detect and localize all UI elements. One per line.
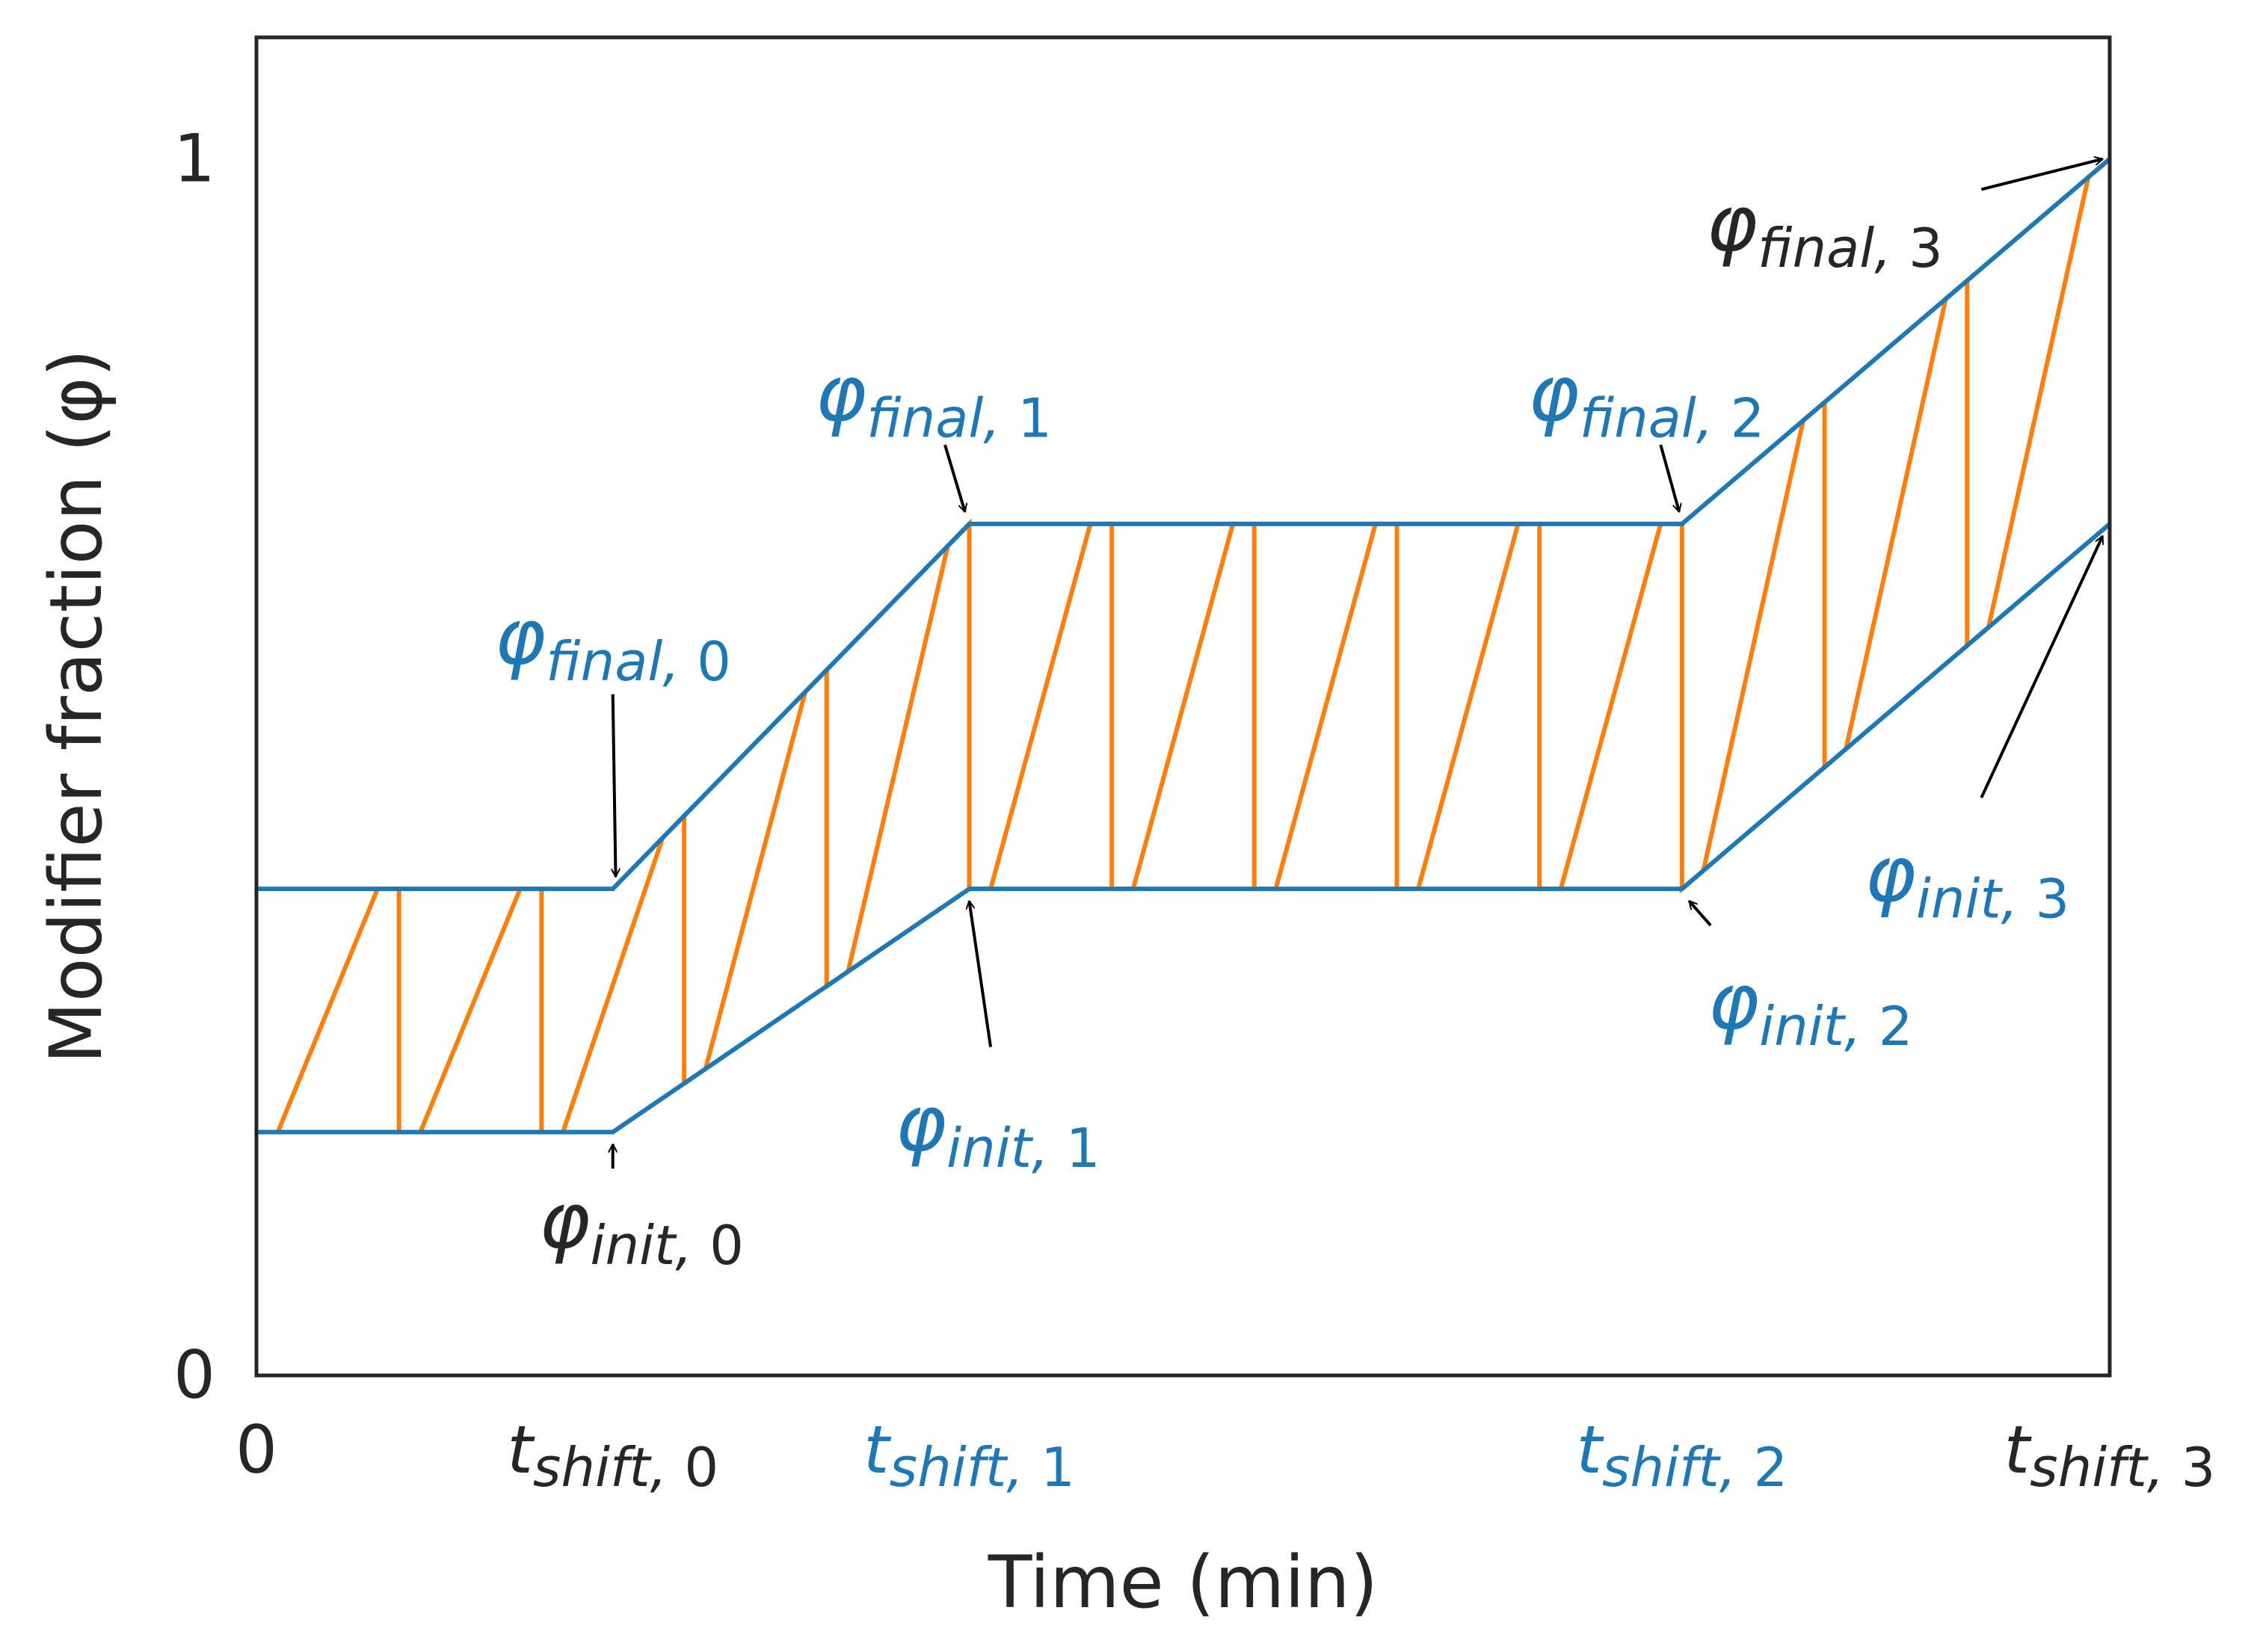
annotation-label: φinit, 3 xyxy=(1864,828,2069,930)
annotation-arrow xyxy=(1687,901,1712,927)
x-tick-subscript-index: 1 xyxy=(1041,1436,1075,1499)
annotation-subscript: init, xyxy=(946,1117,1066,1180)
annotation-label: φinit, 0 xyxy=(539,1175,744,1277)
annotation-symbol: φ xyxy=(896,1078,947,1169)
x-tick-subscript: shift, xyxy=(1602,1436,1754,1499)
x-tick-subscript-index: 2 xyxy=(1754,1436,1788,1499)
x-tick-label: tshift, 0 xyxy=(507,1411,718,1499)
annotation-symbol: φ xyxy=(1864,828,1916,919)
annotation-subscript-index: 0 xyxy=(697,630,731,693)
annotation-subscript-index: 0 xyxy=(709,1214,744,1277)
annotation-symbol: φ xyxy=(539,1175,591,1266)
annotation-subscript: final, xyxy=(546,630,697,693)
annotation-arrow xyxy=(1659,444,1679,512)
x-tick-label: tshift, 3 xyxy=(2004,1411,2216,1499)
tick-layer: 010 tshift, 0 tshift, 1 tshift, 2 tshift, 3 xyxy=(173,120,2215,1499)
y-tick-label: 0 xyxy=(173,1337,215,1414)
annotation-subscript-index: 2 xyxy=(1879,995,1913,1058)
annotation-subscript: init, xyxy=(1759,995,1879,1058)
annotation-label: φfinal, 1 xyxy=(816,348,1052,450)
y-axis-title: Modifier fraction (φ) xyxy=(34,349,118,1064)
annotation-arrow xyxy=(613,694,616,877)
x-tick-subscript: shift, xyxy=(890,1436,1041,1499)
x-tick-symbol: t xyxy=(1577,1411,1605,1488)
annotation-symbol: φ xyxy=(816,348,867,440)
lower-boundary-line xyxy=(256,522,2111,1135)
annotation-symbol: φ xyxy=(1708,956,1760,1047)
annotation-label: φfinal, 0 xyxy=(494,591,730,693)
annotation-symbol: φ xyxy=(494,591,546,682)
x-tick-label: tshift, 1 xyxy=(863,1411,1075,1499)
y-tick-label: 1 xyxy=(173,120,215,197)
x-tick-symbol: t xyxy=(2004,1411,2033,1488)
annotation-subscript-index: 3 xyxy=(2036,867,2070,930)
annotation-subscript: final, xyxy=(1580,387,1731,450)
annotation-label: φinit, 2 xyxy=(1708,956,1913,1058)
annotation-label: φinit, 1 xyxy=(896,1078,1100,1180)
x-tick-subscript: shift, xyxy=(2030,1436,2181,1499)
annotation-subscript-index: 1 xyxy=(1066,1117,1100,1180)
x-axis-title: Time (min) xyxy=(988,1541,1378,1624)
x-tick-subscript-index: 3 xyxy=(2181,1436,2216,1499)
plot-frame xyxy=(254,35,2112,1378)
data-layer xyxy=(256,157,2111,1135)
annotation-symbol: φ xyxy=(1706,178,1758,269)
annotation-subscript: final, xyxy=(1758,217,1909,280)
annotation-arrow xyxy=(1980,536,2102,798)
x-tick-label: tshift, 2 xyxy=(1577,1411,1788,1499)
annotation-subscript: init, xyxy=(1916,867,2036,930)
annotation-arrow xyxy=(969,901,993,1047)
annotation-subscript: init, xyxy=(590,1214,709,1277)
annotation-label: φfinal, 3 xyxy=(1706,178,1942,280)
annotation-arrow xyxy=(943,444,965,512)
annotation-subscript-index: 2 xyxy=(1731,387,1765,450)
annotation-arrow xyxy=(1980,159,2102,191)
annotation-subscript-index: 3 xyxy=(1909,217,1943,280)
upper-boundary-line xyxy=(256,157,2111,892)
annotation-subscript: final, xyxy=(866,387,1017,450)
annotation-label: φfinal, 2 xyxy=(1528,348,1764,450)
x-tick-symbol: t xyxy=(863,1411,892,1488)
x-tick-symbol: t xyxy=(507,1411,535,1488)
x-tick-subscript-index: 0 xyxy=(684,1436,718,1499)
x-tick-label: 0 xyxy=(235,1411,277,1488)
x-tick-subscript: shift, xyxy=(533,1436,685,1499)
annotation-subscript-index: 1 xyxy=(1017,387,1052,450)
annotation-symbol: φ xyxy=(1528,348,1580,440)
